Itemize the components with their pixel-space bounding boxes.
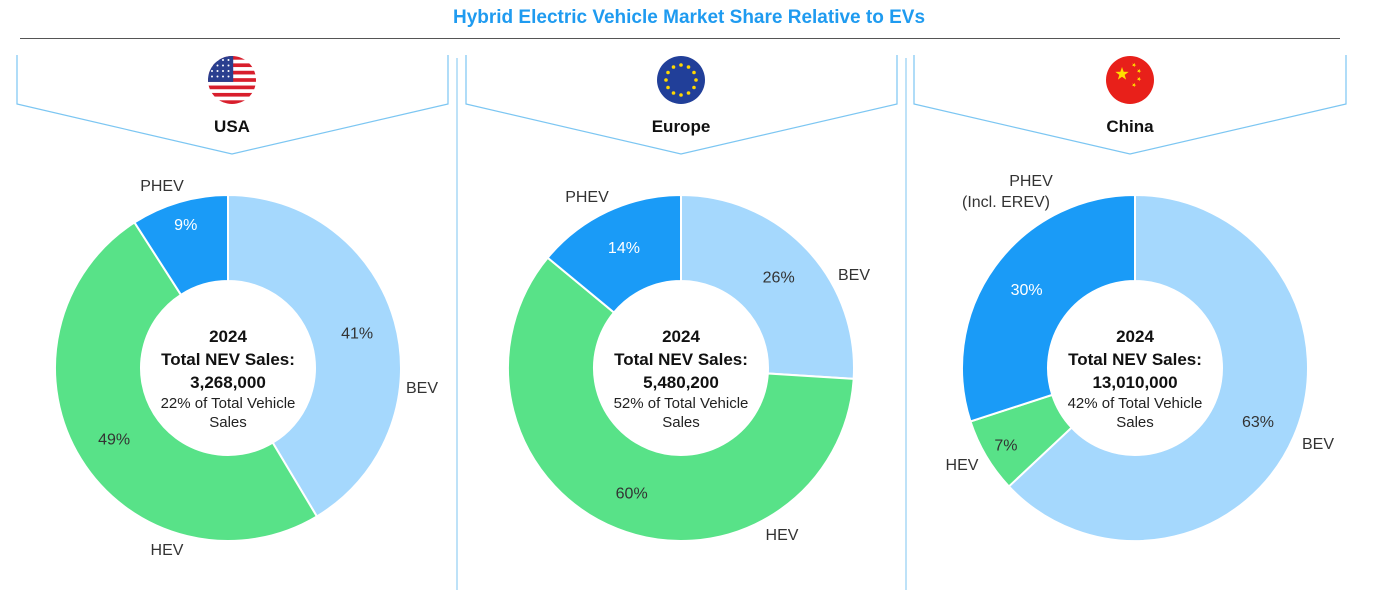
series-name-bev: BEV bbox=[406, 380, 438, 397]
donut-slice-bev bbox=[227, 193, 402, 518]
center-year: 2024 bbox=[209, 327, 247, 346]
data-label-phev: 14% bbox=[608, 240, 640, 257]
series-name-phev: PHEV bbox=[140, 178, 184, 195]
data-label-phev: 30% bbox=[1011, 282, 1043, 299]
center-share-cont: Sales bbox=[1116, 414, 1154, 431]
series-name-hev: HEV bbox=[151, 542, 184, 559]
center-share: 42% of Total Vehicle bbox=[1068, 395, 1203, 412]
donut-slice-hev bbox=[507, 256, 855, 542]
chart-europe: Europe 26% BEV 60% HEV 14% PHEV 2024 Total NEV S… bbox=[465, 55, 898, 544]
donut-slice-phev bbox=[961, 193, 1136, 423]
region-name: Europe bbox=[652, 117, 711, 136]
center-total: 3,268,000 bbox=[190, 373, 266, 392]
series-name-hev: HEV bbox=[766, 527, 799, 544]
series-name-phev: PHEV bbox=[1009, 173, 1053, 190]
region-header-chevron bbox=[465, 55, 898, 155]
donut-slice-bev bbox=[1007, 193, 1310, 542]
usa-flag-icon bbox=[208, 56, 256, 104]
data-label-bev: 63% bbox=[1242, 414, 1274, 431]
center-year: 2024 bbox=[662, 327, 700, 346]
center-share-cont: Sales bbox=[662, 414, 700, 431]
series-name-hev: HEV bbox=[946, 457, 979, 474]
center-total: 13,010,000 bbox=[1092, 373, 1177, 392]
center-total: 5,480,200 bbox=[643, 373, 719, 392]
data-label-bev: 41% bbox=[341, 325, 373, 342]
data-label-hev: 60% bbox=[616, 486, 648, 503]
data-label-hev: 49% bbox=[98, 432, 130, 449]
center-share: 52% of Total Vehicle bbox=[614, 395, 749, 412]
series-name-phev: PHEV bbox=[565, 189, 609, 206]
center-label: Total NEV Sales: bbox=[1068, 350, 1202, 369]
chart-china: China 63% BEV 7% HEV 30% PHEV (Incl. EREV) 2024 T… bbox=[913, 55, 1347, 542]
center-share-cont: Sales bbox=[209, 414, 247, 431]
donut-slice-bev bbox=[680, 193, 855, 380]
title-divider bbox=[20, 38, 1340, 39]
chart-usa: USA 41% BEV 49% HEV 9% PHEV 2024 Total NEV Sales… bbox=[16, 55, 449, 559]
region-header-chevron bbox=[16, 55, 449, 155]
region-name: China bbox=[1106, 117, 1154, 136]
region-header-chevron bbox=[913, 55, 1347, 155]
donut-slice-hev bbox=[54, 221, 319, 542]
center-year: 2024 bbox=[1116, 327, 1154, 346]
center-label: Total NEV Sales: bbox=[614, 350, 748, 369]
donut-slice-phev bbox=[133, 193, 229, 297]
center-label: Total NEV Sales: bbox=[161, 350, 295, 369]
series-name-bev: BEV bbox=[838, 267, 870, 284]
data-label-hev: 7% bbox=[994, 437, 1017, 454]
series-name-note: (Incl. EREV) bbox=[962, 194, 1050, 211]
region-name: USA bbox=[214, 117, 250, 136]
center-share: 22% of Total Vehicle bbox=[161, 395, 296, 412]
data-label-phev: 9% bbox=[174, 217, 197, 234]
data-label-bev: 26% bbox=[763, 269, 795, 286]
china-flag-icon bbox=[1106, 56, 1154, 104]
donut-slice-phev bbox=[546, 193, 682, 314]
series-name-bev: BEV bbox=[1302, 436, 1334, 453]
eu-flag-icon bbox=[657, 56, 705, 104]
chart-title: Hybrid Electric Vehicle Market Share Rel… bbox=[452, 7, 926, 28]
